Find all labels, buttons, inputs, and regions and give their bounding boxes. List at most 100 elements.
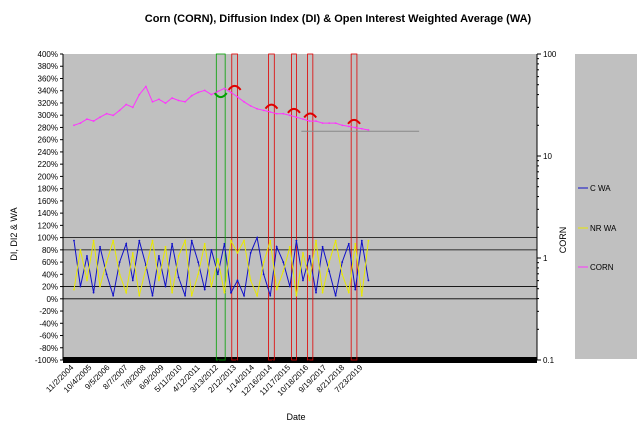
data-point [177,99,180,102]
data-point [328,122,331,125]
data-point [347,291,350,294]
data-point [86,255,88,257]
data-point [118,273,121,276]
data-point [354,126,357,129]
x-axis-title: Date [286,412,305,422]
data-point [190,294,193,297]
data-point [249,279,252,282]
data-point [190,239,193,242]
data-point [308,120,311,122]
data-point [360,294,363,297]
left-axis-tick-label: 20% [42,283,58,292]
data-point [223,291,226,294]
data-point [302,118,304,121]
data-point [112,239,115,242]
data-point [367,279,370,282]
data-point [269,239,272,242]
data-point [223,87,226,90]
left-axis-tick-label: 100% [38,234,58,243]
left-axis-tick-label: 320% [38,99,58,108]
right-axis-tick-label: 1 [543,254,548,263]
data-point [354,288,357,291]
data-point [171,291,174,294]
signal-arc [264,103,279,110]
data-point [138,294,141,297]
data-point [282,112,285,115]
data-point [105,261,108,263]
data-point [197,91,200,94]
data-point [86,279,88,282]
data-point [73,239,75,242]
data-point [216,258,219,260]
data-point [341,273,344,276]
data-point [171,242,174,245]
data-point [151,100,154,103]
data-point [177,276,180,279]
data-point [92,239,95,242]
signal-marker [231,53,238,361]
signal-marker [215,53,226,361]
data-point [328,261,331,263]
data-point [360,127,363,130]
left-axis-tick-label: 240% [38,148,58,157]
data-point [334,294,337,297]
signal-arc [227,84,242,91]
data-point [269,294,272,297]
data-point [164,285,167,288]
left-axis-tick-label: 300% [38,111,58,120]
data-point [360,239,363,242]
data-point [295,294,298,297]
data-point [131,252,134,254]
data-point [256,294,258,297]
data-point [262,109,265,112]
data-point [256,236,258,239]
left-axis-tick-label: -40% [39,319,58,328]
data-point [321,122,324,125]
plot-area [63,54,537,360]
data-point [184,239,187,242]
data-point [138,93,141,96]
legend-label-cwa: C WA [590,184,611,193]
data-point [347,125,350,128]
data-point [158,279,160,282]
data-point [197,273,200,276]
data-point [144,267,147,270]
signal-arc [287,107,301,114]
data-point [151,239,154,242]
left-axis-tick-label: 360% [38,74,58,83]
data-point [131,279,134,282]
data-point [164,245,167,248]
data-point [210,248,213,251]
left-axis-tick-label: 0% [46,295,58,304]
data-point [236,252,239,254]
data-point [354,242,357,245]
data-point [269,111,272,113]
data-point [99,116,101,119]
data-point [144,85,147,88]
data-point [256,107,258,110]
signal-arc [213,92,228,99]
legend-label-nrwa: NR WA [590,224,617,233]
data-point [73,288,75,291]
left-axis-tick-label: -100% [35,356,58,365]
data-point [315,120,317,122]
data-point [288,114,291,117]
left-axis-tick-label: -20% [39,307,58,316]
data-point [125,103,128,106]
data-point [131,106,134,109]
right-axis-tick-label: 0.1 [543,356,555,365]
data-point [347,242,350,245]
data-point [171,97,174,99]
data-point [321,245,324,248]
data-point [230,91,232,94]
signal-arc [347,118,361,125]
data-point [79,122,82,125]
left-axis-tick-label: 200% [38,172,58,181]
data-point [275,245,278,248]
data-point [315,239,317,242]
data-point [367,239,370,242]
data-point [334,122,337,125]
data-point [158,255,160,257]
data-point [262,273,265,276]
